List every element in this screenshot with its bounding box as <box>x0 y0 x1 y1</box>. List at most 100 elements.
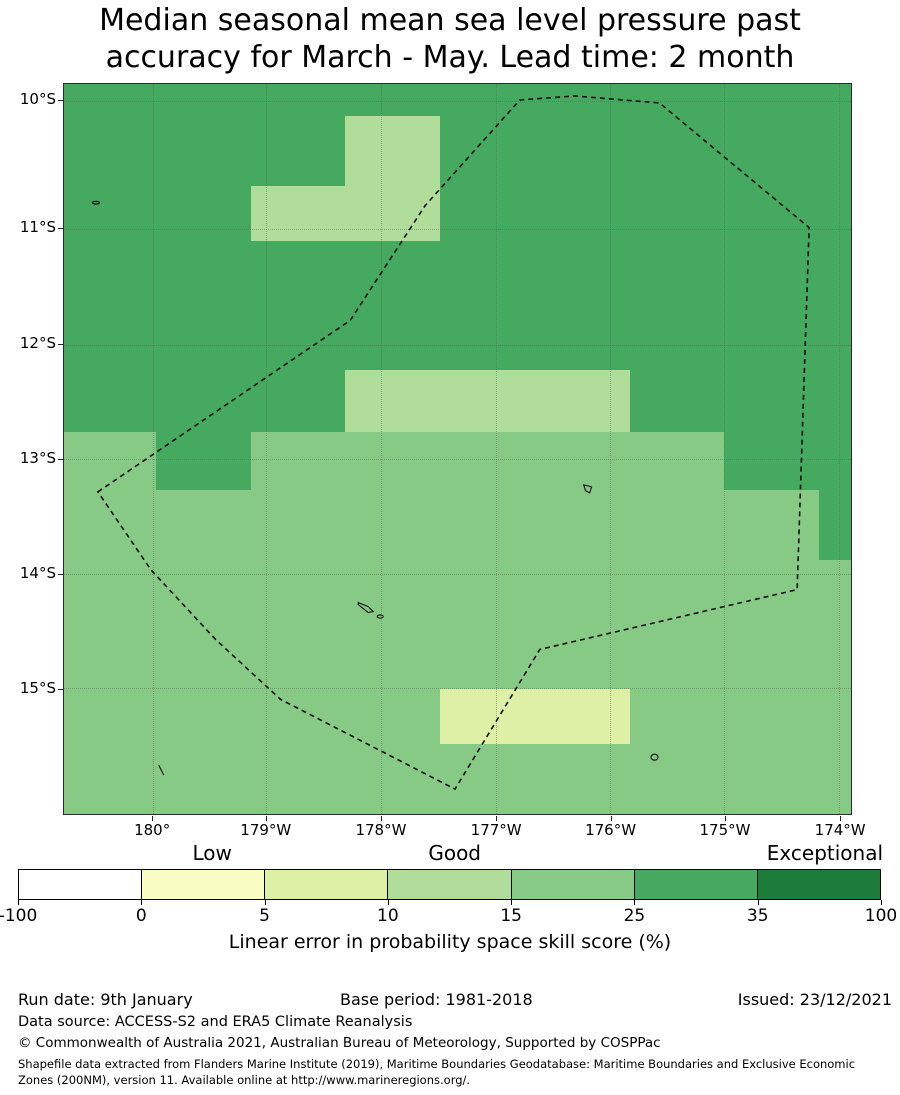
colorbar-tick-label: 35 <box>746 906 769 926</box>
colorbar-tick-label: 15 <box>500 906 522 926</box>
colorbar-tick-mark <box>141 900 143 905</box>
quality-label-good: Good <box>428 841 482 865</box>
colorbar-tick-mark <box>387 900 389 905</box>
skill-region-25-35 <box>629 370 851 433</box>
skill-region-25-35 <box>819 489 851 560</box>
colorbar-tick-mark <box>511 900 513 905</box>
y-tick-label: 15°S <box>19 679 56 698</box>
y-tick-label: 13°S <box>19 449 56 468</box>
colorbar-tick-mark <box>18 900 19 905</box>
colorbar-tick-label: 0 <box>135 906 147 926</box>
x-tick-label: 178°W <box>355 821 407 839</box>
skill-region-10-15 <box>250 185 441 241</box>
quality-label-low: Low <box>192 841 232 865</box>
colorbar-tick-label: 25 <box>623 906 646 926</box>
map-panel <box>63 83 852 815</box>
y-tick-mark <box>58 459 63 461</box>
colorbar-segment-35to100 <box>756 870 880 899</box>
colorbar-tick-mark <box>881 900 882 905</box>
y-tick-mark <box>58 227 63 229</box>
eez-boundary-line <box>96 95 810 791</box>
small-island-round-outline <box>650 753 659 761</box>
x-tick-label: 179°W <box>240 821 292 839</box>
colorbar-tick-mark <box>757 900 759 905</box>
colorbar-axis-label: Linear error in probability space skill … <box>228 931 672 953</box>
colorbar-segment--100to0 <box>19 870 142 899</box>
figure-title-line1: Median seasonal mean sea level pressure … <box>99 3 801 38</box>
skill-region-25-35 <box>64 84 346 433</box>
y-tick-label: 12°S <box>19 334 56 353</box>
boundary-overlay <box>91 95 810 791</box>
colorbar-segment-10to15 <box>387 870 511 899</box>
gridline-vertical <box>266 84 268 814</box>
skill-region-10-15 <box>345 370 630 433</box>
x-tick-mark <box>840 816 842 821</box>
skill-region-25-35 <box>440 115 851 371</box>
gridline-horizontal <box>64 100 851 102</box>
x-tick-mark <box>152 816 154 821</box>
rotuma-island-outline <box>91 200 100 205</box>
x-tick-mark <box>265 816 267 821</box>
skill-region-25-35 <box>345 84 851 116</box>
run-date-text: Run date: 9th January <box>18 990 193 1009</box>
small-island-sliver-outline <box>158 764 165 776</box>
colorbar-tick-mark <box>264 900 266 905</box>
base-period-text: Base period: 1981-2018 <box>340 990 533 1009</box>
x-tick-mark <box>380 816 382 821</box>
gridline-vertical <box>610 84 612 814</box>
skill-region-25-35 <box>345 240 441 371</box>
issued-date-text: Issued: 23/12/2021 <box>737 990 892 1009</box>
x-tick-label: 175°W <box>699 821 751 839</box>
y-tick-mark <box>58 574 63 576</box>
small-island-north-outline <box>582 484 593 494</box>
skill-region-10-15 <box>345 115 441 186</box>
x-tick-label: 174°W <box>814 821 866 839</box>
colorbar-segment-25to35 <box>633 870 757 899</box>
colorbar-tick-label: 10 <box>377 906 399 926</box>
y-tick-mark <box>58 99 63 101</box>
y-tick-mark <box>58 689 63 691</box>
gridline-vertical <box>724 84 726 814</box>
y-tick-mark <box>58 344 63 346</box>
colorbar-tick-label: 5 <box>259 906 270 926</box>
gridline-horizontal <box>64 573 851 575</box>
colorbar-segment-15to25 <box>510 870 634 899</box>
copyright-text: © Commonwealth of Australia 2021, Austra… <box>18 1035 661 1051</box>
gridline-horizontal <box>64 459 851 461</box>
shapefile-note-text: Shapefile data extracted from Flanders M… <box>18 1057 856 1087</box>
data-source-text: Data source: ACCESS-S2 and ERA5 Climate … <box>18 1014 413 1030</box>
gridline-horizontal <box>64 228 851 230</box>
colorbar-tick-label: -100 <box>0 906 38 926</box>
x-tick-mark <box>610 816 612 821</box>
skill-region-25-35 <box>155 432 251 490</box>
gridline-vertical <box>496 84 498 814</box>
small-island-pair-b-outline <box>376 614 384 619</box>
x-tick-mark <box>496 816 498 821</box>
x-tick-mark <box>724 816 726 821</box>
x-tick-label: 176°W <box>585 821 637 839</box>
figure-title-line2: accuracy for March - May. Lead time: 2 m… <box>105 40 795 75</box>
gridline-horizontal <box>64 688 851 690</box>
colorbar-segment-5to10 <box>264 870 388 899</box>
small-island-pair-a-outline <box>357 601 375 614</box>
gridline-vertical <box>381 84 383 814</box>
gridline-vertical <box>152 84 154 814</box>
gridline-horizontal <box>64 344 851 346</box>
colorbar-tick-label: 100 <box>864 906 898 926</box>
quality-label-exceptional: Exceptional <box>766 841 884 865</box>
y-tick-label: 11°S <box>19 217 56 236</box>
skill-regions-layer <box>64 84 851 814</box>
skill-region-25-35 <box>724 432 851 490</box>
colorbar-segment-0to5 <box>141 870 265 899</box>
y-tick-label: 10°S <box>19 89 56 108</box>
y-tick-label: 14°S <box>19 564 56 583</box>
x-tick-label: 180° <box>134 821 171 839</box>
colorbar-tick-mark <box>634 900 636 905</box>
graticule-layer <box>64 84 851 814</box>
gridline-vertical <box>839 84 841 814</box>
skill-region-5-10 <box>440 689 630 745</box>
x-tick-label: 177°W <box>470 821 522 839</box>
figure-title: Median seasonal mean sea level pressure … <box>0 2 900 76</box>
colorbar <box>18 869 881 900</box>
